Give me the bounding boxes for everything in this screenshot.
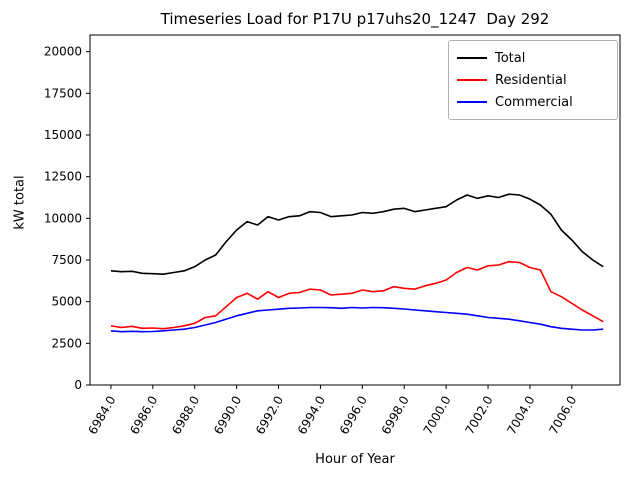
legend-line-swatch (457, 101, 487, 103)
x-tick-label: 6990.0 (211, 394, 244, 437)
series-line-residential (110, 260, 604, 330)
legend-entry: Residential (457, 69, 607, 91)
series-line-total (110, 193, 604, 275)
legend: Total Residential Commercial (448, 40, 618, 120)
x-tick-label: 6996.0 (337, 394, 370, 437)
legend-entry: Commercial (457, 91, 607, 113)
y-tick-label: 0 (74, 378, 82, 392)
x-tick-label: 7006.0 (546, 394, 579, 437)
y-tick-label: 2500 (51, 336, 82, 350)
y-axis-label: kW total (12, 175, 28, 230)
y-tick-label: 17500 (44, 86, 82, 100)
x-tick-label: 7002.0 (462, 394, 495, 437)
y-tick-label: 12500 (44, 170, 82, 184)
y-tick-label: 7500 (51, 253, 82, 267)
x-tick-label: 6992.0 (253, 394, 286, 437)
x-tick-label: 7004.0 (504, 394, 537, 437)
legend-line-swatch (457, 79, 487, 81)
chart-title: Timeseries Load for P17U p17uhs20_1247 D… (160, 10, 550, 28)
x-tick-label: 6998.0 (379, 394, 412, 437)
axes-spines (89, 34, 621, 386)
x-tick-label: 6984.0 (85, 394, 118, 437)
legend-label: Residential (495, 72, 567, 88)
x-tick-label: 6988.0 (169, 394, 202, 437)
legend-entry: Total (457, 47, 607, 69)
x-tick-label: 6986.0 (127, 394, 160, 437)
y-tick-label: 5000 (51, 295, 82, 309)
series-line-commercial (110, 306, 604, 333)
x-tick-label: 7000.0 (421, 394, 454, 437)
y-tick-label: 10000 (44, 211, 82, 225)
legend-line-swatch (457, 57, 487, 59)
legend-label: Commercial (495, 94, 573, 110)
x-tick-label: 6994.0 (295, 394, 328, 437)
y-tick-label: 15000 (44, 128, 82, 142)
x-axis-label: Hour of Year (315, 452, 395, 467)
legend-label: Total (495, 50, 526, 66)
y-tick-label: 20000 (44, 45, 82, 59)
